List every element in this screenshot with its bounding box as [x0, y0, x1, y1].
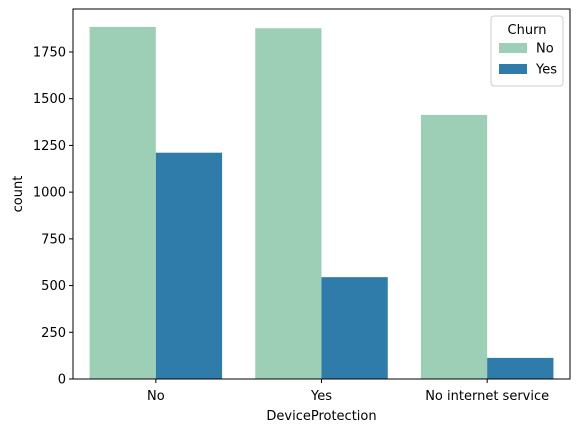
y-axis: 0 250 500 750 1000 1250 1500 1750: [33, 45, 73, 388]
legend-swatch-yes: [499, 64, 527, 74]
bar-no-internet-service-churn-no: [420, 114, 488, 380]
plot-frame: [72, 8, 571, 380]
x-tick-label: No internet service: [425, 389, 549, 404]
y-tick-label: 250: [41, 326, 66, 341]
y-tick-label: 1500: [33, 92, 66, 107]
bar-yes-churn-yes: [321, 277, 388, 379]
y-tick-label: 750: [41, 232, 66, 247]
x-axis-label: DeviceProtection: [266, 409, 376, 424]
bar-no-internet-service-churn-yes: [487, 357, 554, 379]
y-tick-label: 0: [58, 373, 66, 388]
y-axis-label: count: [11, 176, 26, 213]
y-tick-label: 1000: [33, 186, 66, 201]
legend-title: Churn: [508, 23, 547, 38]
legend-label-yes: Yes: [535, 63, 557, 78]
x-axis: No Yes No internet service: [147, 379, 549, 404]
bar-no-churn-yes: [155, 152, 223, 379]
legend: Churn No Yes: [490, 15, 564, 87]
bars-layer: [89, 26, 554, 380]
y-tick-label: 500: [41, 279, 66, 294]
x-tick-label: Yes: [310, 389, 332, 404]
x-tick-label: No: [147, 389, 165, 404]
y-tick-label: 1750: [33, 45, 66, 60]
bar-yes-churn-no: [255, 28, 322, 380]
y-tick-label: 1250: [33, 139, 66, 154]
legend-swatch-no: [499, 43, 527, 53]
legend-label-no: No: [536, 42, 554, 57]
bar-no-churn-no: [89, 26, 156, 380]
